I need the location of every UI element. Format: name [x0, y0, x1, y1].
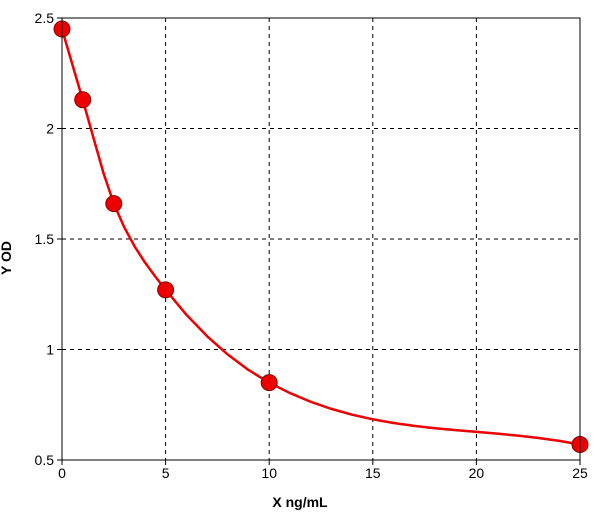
data-point: [261, 375, 277, 391]
data-point: [106, 196, 122, 212]
xtick-label: 0: [58, 465, 66, 481]
ytick-label: 1: [46, 342, 54, 358]
ytick-label: 2: [46, 121, 54, 137]
ytick-label: 0.5: [35, 452, 55, 468]
chart-container: Y OD X ng/mL 0 5 10 15 20 25 0.5 1 1.5 2 2.5: [0, 0, 600, 516]
xtick-label: 20: [469, 465, 485, 481]
xtick-label: 15: [365, 465, 381, 481]
xtick-label: 10: [261, 465, 277, 481]
chart-svg: 0 5 10 15 20 25 0.5 1 1.5 2 2.5: [0, 0, 600, 516]
ytick-label: 2.5: [35, 10, 55, 26]
data-point: [75, 92, 91, 108]
y-axis-label: Y OD: [0, 241, 14, 275]
data-point: [158, 282, 174, 298]
xtick-label: 5: [162, 465, 170, 481]
xtick-label: 25: [572, 465, 588, 481]
x-axis-label: X ng/mL: [272, 494, 327, 510]
ytick-label: 1.5: [35, 231, 55, 247]
